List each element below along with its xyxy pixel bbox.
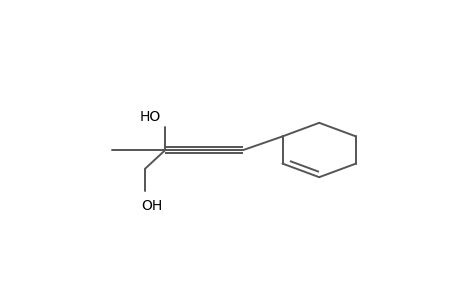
Text: HO: HO [139,110,161,124]
Text: OH: OH [140,199,162,213]
